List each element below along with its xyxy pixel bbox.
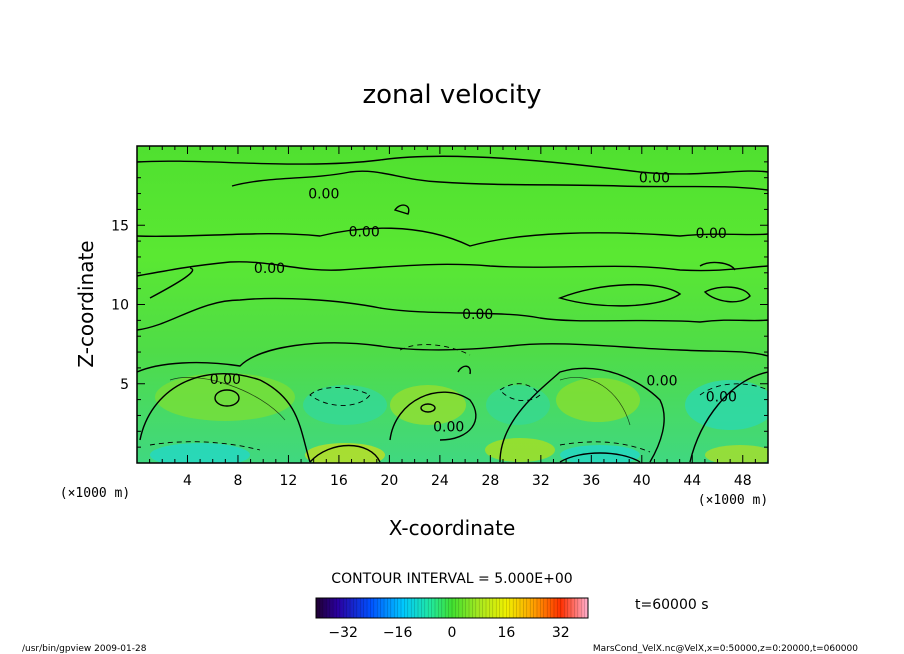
x-tick-label: 12 [280,473,298,489]
contour-label: 0.00 [349,225,380,241]
thin-contours [169,377,631,426]
y-axis-label: Z-coordinate [74,240,98,367]
negative-contours [149,344,768,453]
contour-label: 0.00 [696,226,727,242]
contour-interval: CONTOUR INTERVAL = 5.000E+00 [331,571,572,587]
x-tick-label: 32 [532,473,550,489]
field-patch [303,385,387,425]
axis-ticks [137,146,769,463]
contour-label: 0.00 [646,374,677,390]
field-patch [485,438,555,462]
field-patch [685,380,768,430]
x-tick-label: 16 [330,473,348,489]
x-tick-label: 28 [481,473,499,489]
footer-right: MarsCond_VelX.nc@VelX,x=0:50000,z=0:2000… [593,644,858,654]
x-unit-right: (×1000 m) [698,493,768,508]
contour-label: 0.00 [462,307,493,323]
footer-left: /usr/bin/gpview 2009-01-28 [22,644,147,654]
x-tick-label: 40 [633,473,651,489]
field-patch [155,373,295,421]
contour-lines [137,155,768,463]
y-tick-label: 15 [111,218,129,234]
x-tick-label: 48 [734,473,752,489]
field-patch [705,445,768,463]
plot-area: 0.00 0.00 0.00 0.00 0.00 0.00 0.00 0.00 0.00 0.00 [137,146,768,463]
colorbar-tick-label: 16 [497,625,515,641]
x-tick-label: 20 [380,473,398,489]
x-axis-label: X-coordinate [389,516,516,540]
contour-label: 0.00 [706,389,737,405]
x-tick-label: 36 [582,473,600,489]
contour-label: 0.00 [639,171,670,187]
field-patch [390,385,466,425]
x-tick-label: 24 [431,473,449,489]
x-tick-label: 44 [683,473,701,489]
colorbar-stripes [315,598,589,618]
x-unit-left: (×1000 m) [60,486,130,501]
colorbar-tick-label: 0 [448,625,457,641]
contour-label: 0.00 [210,372,241,388]
contour-label: 0.00 [433,420,464,436]
field-patch [560,445,640,463]
x-tick-label: 4 [183,473,192,489]
field-patch [486,385,550,425]
colorbar-tick-label: −32 [328,625,358,641]
field-patch [150,443,250,463]
colorbar-tick-label: 32 [552,625,570,641]
contour-label: 0.00 [308,187,339,203]
y-tick-label: 10 [111,298,129,314]
x-tick-label: 8 [233,473,242,489]
chart-title: zonal velocity [362,80,541,110]
y-tick-label: 5 [120,377,129,393]
time-label: t=60000 s [635,597,709,613]
colorbar-tick-label: −16 [383,625,413,641]
field-patch [556,378,640,422]
contour-label: 0.00 [254,261,285,277]
colorbar-tick-labels: −32 −16 0 16 32 [328,625,569,641]
